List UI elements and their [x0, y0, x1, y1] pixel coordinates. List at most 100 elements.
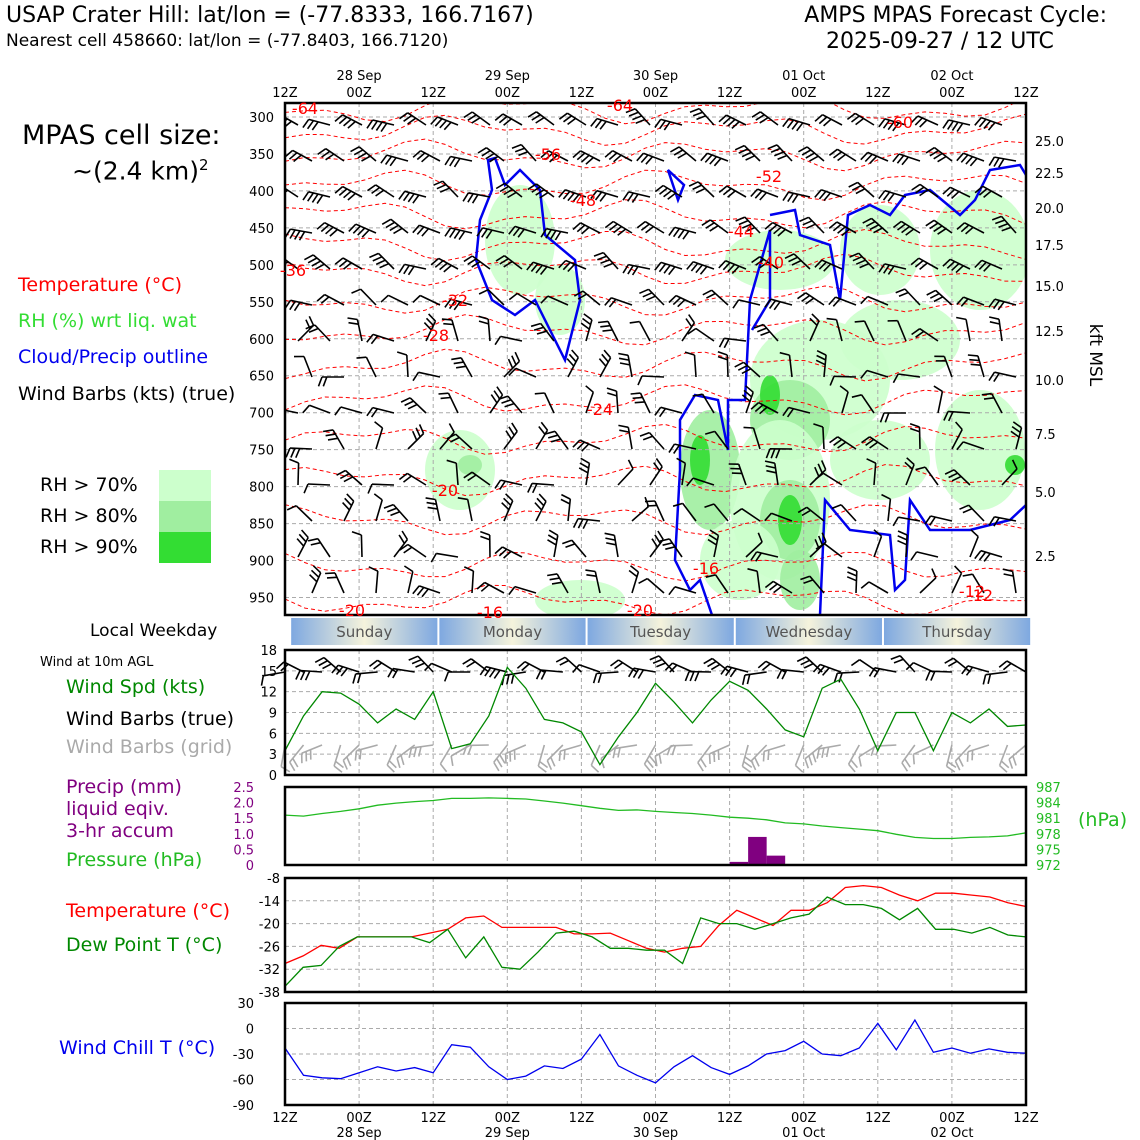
cross-section-wind-barb [434, 260, 444, 268]
cross-section-wind-barb [865, 220, 876, 228]
top-date-label: 02 Oct [930, 69, 973, 84]
cross-section-wind-barb [342, 114, 363, 126]
cross-section-wind-barb [649, 538, 664, 558]
cross-section-wind-barb [974, 117, 982, 126]
cross-section-wind-barb [1011, 571, 1017, 594]
rh-shade-area [458, 455, 482, 475]
surface-wind-barb-true [555, 656, 566, 663]
cross-section-wind-barb [993, 157, 1000, 167]
cross-section-wind-barb [919, 119, 928, 128]
cross-section-wind-barb [450, 436, 460, 443]
temperature-contour-label: -12 [959, 582, 985, 601]
cross-section-wind-barb [398, 263, 406, 274]
cross-section-wind-barb [617, 228, 627, 236]
surface-wind-barb-grid [870, 745, 876, 756]
cross-section-wind-barb [751, 256, 761, 264]
cross-section-wind-barb [498, 548, 508, 557]
surface-wind-barb-grid [713, 751, 716, 763]
cross-section-wind-barb [956, 222, 966, 231]
cross-section-wind-barb [653, 462, 661, 472]
cross-section-wind-barb [412, 194, 420, 204]
cross-section-wind-barb [298, 231, 306, 241]
cross-section-wind-barb [581, 154, 590, 163]
cross-section-wind-barb [788, 355, 793, 378]
surface-wind-barb-grid [947, 761, 957, 769]
surface-wind-barb-true [300, 669, 323, 673]
cross-section-wind-barb [586, 574, 597, 577]
cross-section-wind-barb [563, 115, 572, 123]
cross-section-wind-barb [505, 493, 514, 502]
surface-wind-barb-true [335, 666, 344, 676]
cross-section-wind-barb [466, 499, 473, 522]
cross-section-wind-barb [606, 542, 617, 546]
cross-section-wind-barb [915, 330, 925, 338]
cross-section-wind-barb [293, 301, 301, 312]
cross-section-wind-barb [600, 324, 611, 328]
cross-section-wind-barb [805, 297, 815, 305]
cross-section-wind-barb [358, 146, 377, 162]
pressure-tick: 550 [249, 296, 274, 311]
pressure-tick: 900 [249, 555, 274, 570]
cross-section-wind-barb [765, 448, 771, 459]
top-time-tick: 12Z [717, 86, 743, 101]
precip-tick: 2.5 [233, 781, 254, 796]
cross-section-wind-barb [434, 499, 441, 522]
cross-section-wind-barb [498, 115, 508, 124]
surface-wind-barb-grid [697, 762, 704, 772]
cross-section-wind-barb [375, 427, 384, 450]
cross-section-wind-barb [860, 370, 868, 379]
surface-wind-barb-true [411, 658, 422, 665]
surface-wind-barb-grid [537, 744, 546, 767]
cross-section-wind-barb [619, 362, 630, 366]
cross-section-wind-barb [887, 265, 895, 275]
cross-section-wind-barb [741, 508, 761, 522]
cross-section-wind-barb [613, 154, 622, 163]
cross-section-wind-barb [737, 364, 748, 371]
cross-section-wind-barb [438, 257, 459, 270]
cross-section-wind-barb [450, 298, 473, 306]
cross-section-wind-barb [467, 474, 477, 482]
cross-section-wind-barb [646, 577, 665, 594]
cross-section-wind-barb [566, 358, 575, 367]
surface-wind-barb-true [812, 663, 821, 673]
surface-wind-barb-true [987, 673, 992, 684]
surface-wind-barb-true [610, 659, 619, 667]
surface-wind-barb-true [322, 663, 332, 670]
temperature-tick: -32 [259, 963, 280, 978]
cross-section-wind-barb [339, 472, 350, 480]
surface-wind-barb-true [652, 658, 663, 664]
cross-section-wind-barb [722, 261, 731, 271]
cross-section-wind-barb [860, 151, 869, 161]
pressure-tick: 400 [249, 185, 274, 200]
cross-section-wind-barb [764, 298, 772, 308]
cross-section-wind-barb [309, 404, 331, 414]
bottom-time-tick: 00Z [495, 1111, 521, 1126]
cross-section-wind-barb [708, 534, 718, 541]
cross-section-wind-barb [325, 153, 335, 161]
cross-section-wind-barb [619, 429, 630, 433]
pressure-tick: 600 [249, 333, 274, 348]
cross-section-wind-barb [308, 118, 331, 126]
cross-section-wind-barb [644, 500, 655, 503]
cross-section-wind-barb [799, 216, 809, 223]
cross-section-wind-barb [579, 439, 601, 450]
top-date-label: 28 Sep [337, 69, 382, 84]
surface-wind-barb-true [982, 674, 987, 685]
cross-section-wind-barb [822, 472, 843, 486]
cross-section-wind-barb [726, 185, 747, 198]
cross-section-wind-barb [878, 190, 886, 200]
legend-rh80-swatch [159, 501, 211, 532]
cross-section-wind-barb [439, 119, 448, 129]
cross-section-wind-barb [791, 193, 799, 204]
surface-wind-barb-true [443, 671, 450, 682]
cross-section-wind-barb [993, 517, 1000, 527]
dew-point-line [284, 896, 1027, 987]
cross-section-wind-barb [982, 185, 1003, 198]
cross-section-wind-barb [325, 572, 336, 575]
cross-section-wind-barb [745, 155, 755, 161]
cross-section-wind-barb [859, 262, 870, 269]
cross-section-wind-barb [847, 571, 857, 577]
cross-section-wind-barb [989, 321, 1000, 325]
cross-section-wind-barb [665, 546, 676, 550]
cross-section-wind-barb [697, 181, 715, 198]
